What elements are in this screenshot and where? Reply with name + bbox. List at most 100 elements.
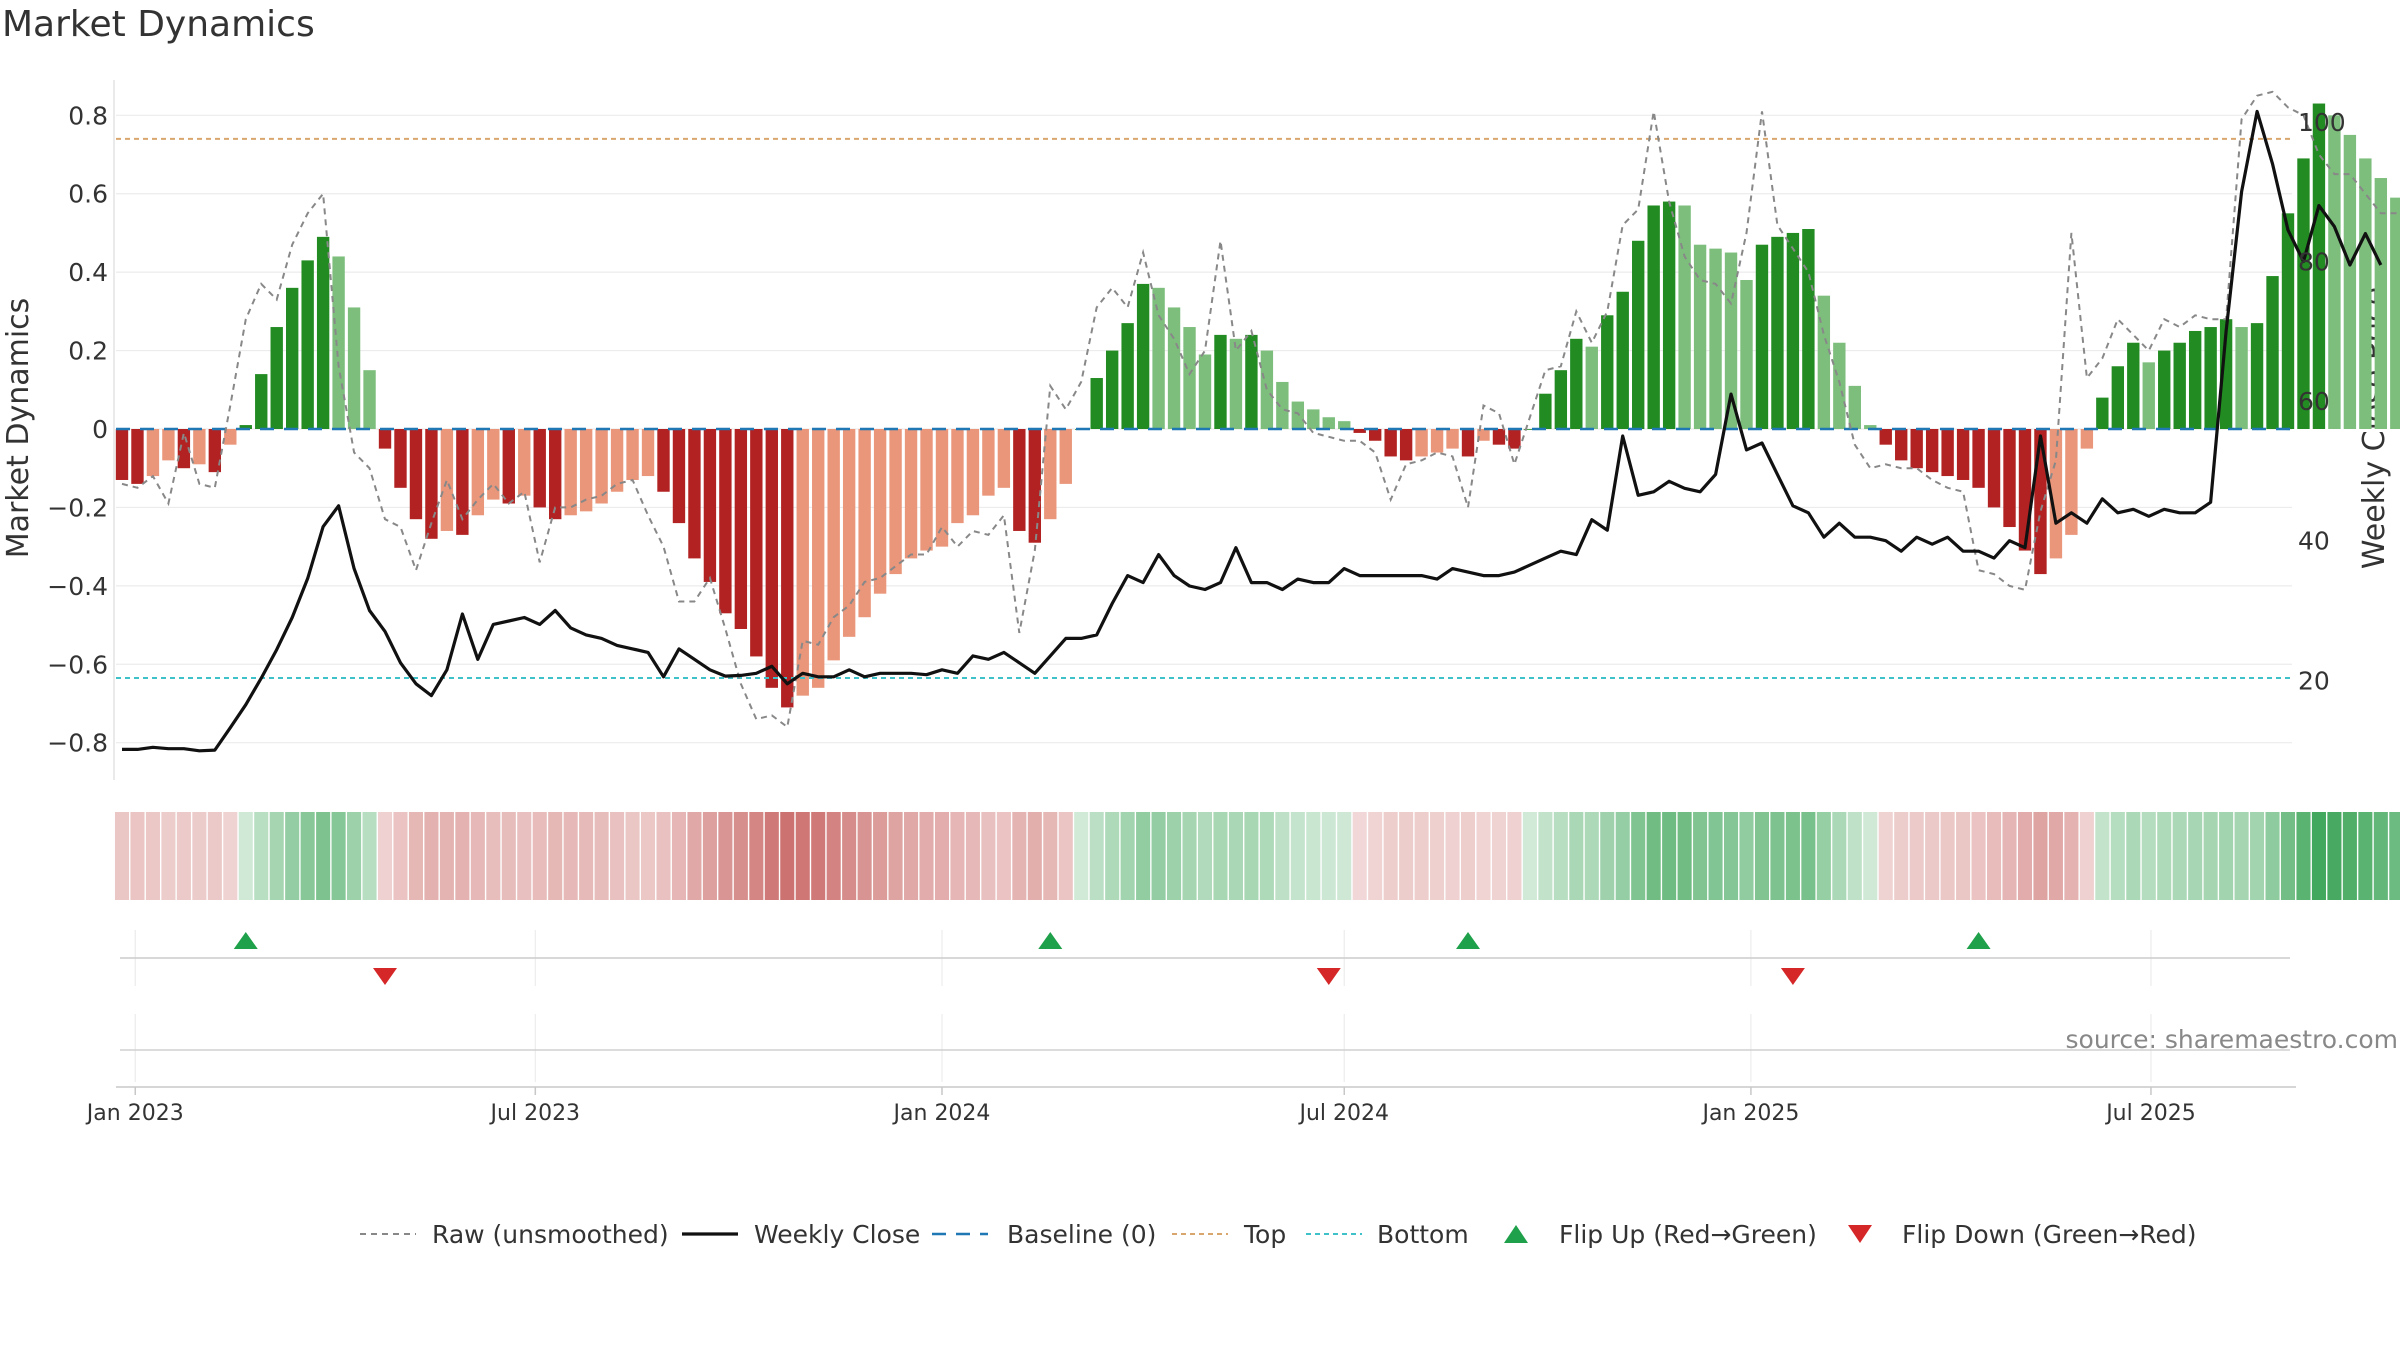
bar-49 [873,429,887,594]
bar-75 [1276,381,1289,429]
bar-32 [610,429,624,492]
legend: Raw (unsmoothed) Weekly Close Baseline (0)… [360,1220,2197,1249]
source-text: source: sharemaestro.com [2066,1025,2399,1054]
bar-83 [1399,429,1413,461]
bar-10 [270,327,283,429]
bar-99 [1647,205,1660,429]
strip-cell-97 [1615,812,1630,900]
strip-cell-30 [579,812,594,900]
strip-cell-74 [1259,812,1274,900]
bar-5 [193,429,206,465]
bar-64 [1105,350,1119,429]
bar-130 [2127,342,2140,429]
strip-cell-29 [563,812,578,900]
bar-145 [2359,158,2372,429]
legend-label-0: Raw (unsmoothed) [432,1220,669,1249]
strip-cell-44 [795,812,810,900]
strip-cell-134 [2188,812,2203,900]
strip-cell-130 [2126,812,2141,900]
x-tick-label-4: Jan 2025 [1700,1101,1799,1126]
bar-96 [1601,315,1614,429]
strip-cell-4 [176,812,191,900]
bar-74 [1260,350,1274,429]
strip-cell-15 [347,812,362,900]
bar-11 [285,287,299,429]
strip-cell-56 [981,812,996,900]
strip-cell-3 [161,812,176,900]
strip-cell-49 [873,812,888,900]
strip-cell-72 [1228,812,1243,900]
strip-cell-143 [2327,812,2342,900]
strip-cell-141 [2296,812,2311,900]
strip-cell-75 [1275,812,1290,900]
strip-cell-79 [1337,812,1352,900]
strip-cell-55 [965,812,980,900]
bar-95 [1585,346,1598,429]
bar-86 [1446,429,1459,449]
y2-tick-label-3: 40 [2298,527,2330,556]
strip-cell-20 [424,812,439,900]
bar-42 [765,429,778,688]
strip-cell-147 [2389,812,2400,900]
bar-98 [1632,240,1645,429]
strip-cell-63 [1089,812,1104,900]
strip-cell-90 [1507,812,1522,900]
legend-item-0: Raw (unsmoothed) [360,1220,669,1249]
bar-17 [378,429,392,449]
strip-cell-48 [857,812,872,900]
bar-97 [1616,291,1629,429]
strip-cell-35 [656,812,671,900]
x-tick-label-5: Jul 2025 [2104,1101,2196,1126]
bar-50 [889,429,902,575]
strip-cell-17 [377,812,393,900]
strip-cell-23 [470,812,485,900]
bar-12 [301,260,314,429]
strip-cell-58 [1012,812,1027,900]
bar-43 [781,429,794,708]
bar-124 [2034,429,2047,575]
strip-cell-108 [1785,812,1800,900]
bar-0 [115,429,129,480]
bar-70 [1198,354,1212,429]
bar-135 [2204,327,2217,429]
strip-cell-59 [1027,812,1042,900]
strip-cell-28 [548,812,563,900]
legend-swatch-5 [1504,1225,1528,1243]
weekly-close-line [122,109,2383,753]
strip-cell-139 [2265,812,2280,900]
strip-cell-129 [2110,812,2125,900]
strip-cell-41 [749,812,764,900]
strip-cell-25 [501,812,516,900]
bar-90 [1508,429,1521,449]
strip-cell-113 [1863,812,1878,900]
bar-138 [2250,323,2264,429]
bar-26 [518,429,531,496]
strip-cell-2 [145,812,160,900]
line-series [116,90,2400,753]
strip-cell-42 [764,812,779,900]
bar-114 [1879,429,1892,445]
legend-item-2: Baseline (0) [932,1220,1156,1249]
strip-cell-125 [2048,812,2063,900]
bar-121 [1987,429,2001,508]
bar-132 [2158,350,2171,429]
strip-cell-84 [1414,812,1429,900]
legend-item-4: Bottom [1306,1220,1469,1249]
bar-104 [1724,252,1738,429]
bar-105 [1740,279,1753,429]
strip-cell-85 [1430,812,1445,900]
bar-55 [966,429,980,516]
bar-57 [997,429,1011,488]
bar-31 [595,429,608,504]
strip-cell-31 [594,812,609,900]
bar-85 [1430,429,1444,453]
strip-cell-123 [2017,812,2033,900]
strip-cell-33 [625,812,640,900]
y-tick-label-1: 0.6 [68,180,108,209]
bar-72 [1229,338,1243,429]
bar-38 [703,429,717,582]
strip-cell-12 [300,812,315,900]
strip-cell-81 [1368,812,1383,900]
strip-cell-122 [2002,812,2017,900]
